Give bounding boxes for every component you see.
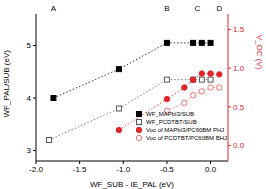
svg-text:C: C [195, 4, 201, 13]
svg-text:-1.5: -1.5 [73, 165, 87, 174]
svg-text:A: A [51, 4, 57, 13]
svg-text:0.0: 0.0 [233, 141, 245, 150]
html-text:Voc of MAPbI3/PC60BM PHJ: Voc of MAPbI3/PC60BM PHJ [146, 127, 225, 133]
svg-text:-2.0: -2.0 [29, 165, 43, 174]
html-text:WF_PCDTBT/SUB: WF_PCDTBT/SUB [146, 119, 197, 125]
svg-text:3: 3 [27, 146, 32, 155]
html-text:Voc of PCDTBT/PC60BM BHJ: Voc of PCDTBT/PC60BM BHJ [146, 135, 227, 141]
svg-text:WF_SUB - IE_PAL (eV): WF_SUB - IE_PAL (eV) [90, 180, 174, 189]
html-text:WF_MAPbI3/SUB: WF_MAPbI3/SUB [146, 111, 194, 117]
svg-text:-1.0: -1.0 [116, 165, 130, 174]
svg-text:4: 4 [27, 94, 32, 103]
svg-text:D: D [216, 4, 222, 13]
svg-text:1.0: 1.0 [233, 64, 245, 73]
svg-text:-0.5: -0.5 [160, 165, 174, 174]
svg-text:5: 5 [27, 41, 32, 50]
svg-text:0.5: 0.5 [233, 103, 245, 112]
svg-text:V_OC (V): V_OC (V) [255, 35, 258, 70]
svg-text:1.5: 1.5 [233, 25, 245, 34]
svg-text:0.0: 0.0 [205, 165, 217, 174]
svg-text:B: B [164, 4, 169, 13]
svg-text:WF_PAL/SUB (eV): WF_PAL/SUB (eV) [8, 50, 11, 118]
